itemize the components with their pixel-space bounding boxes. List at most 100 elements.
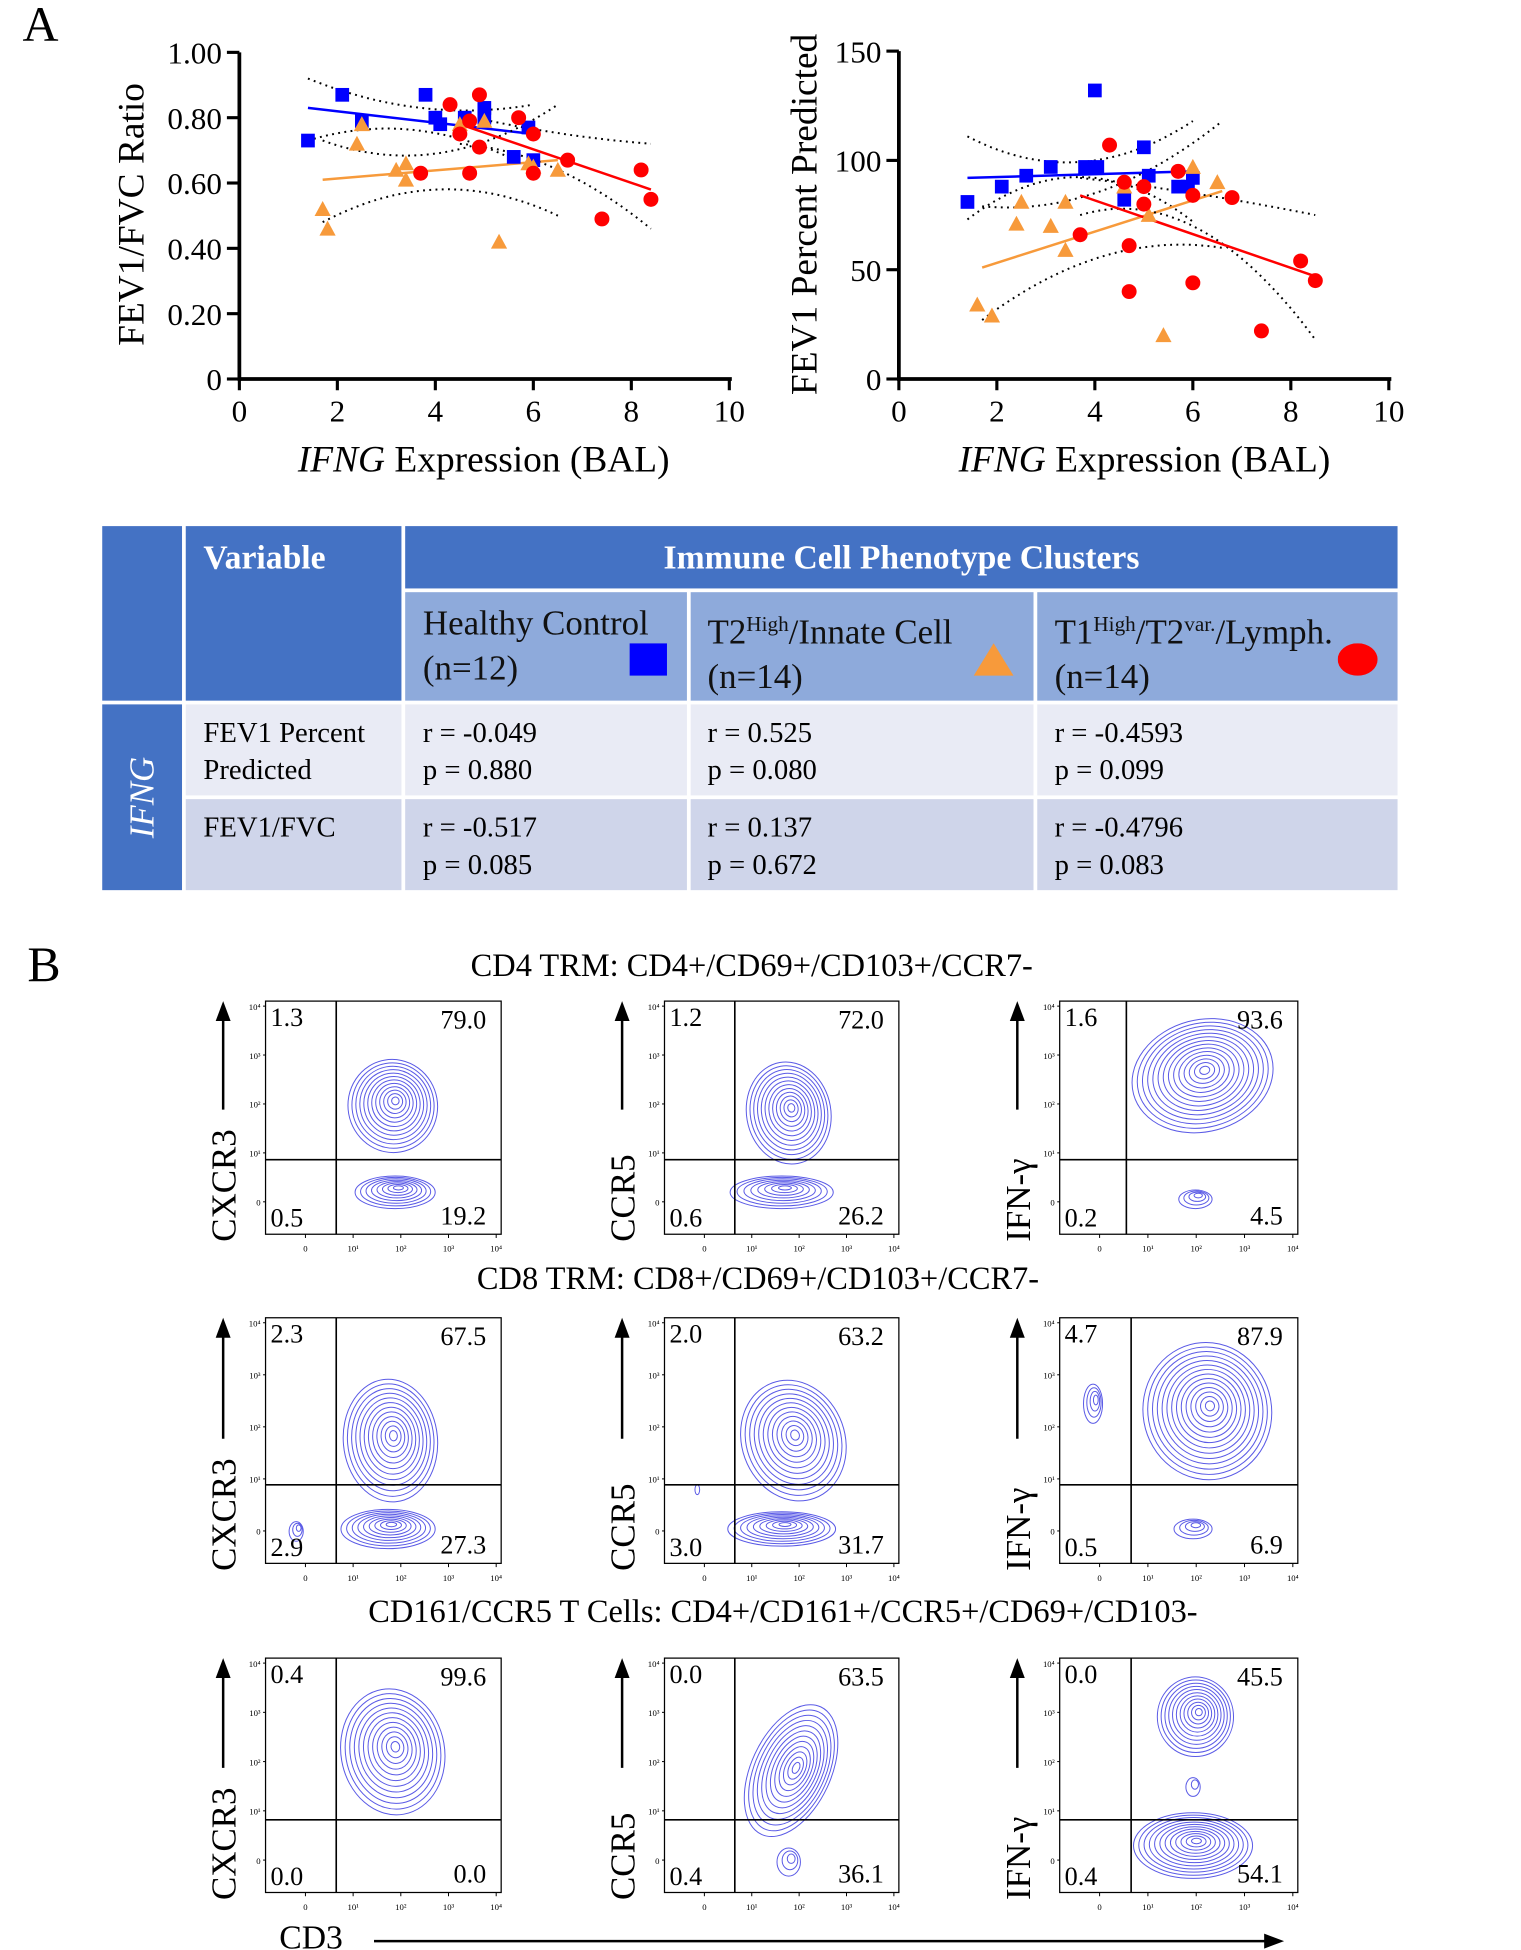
quadrant-ur-percent: 87.9 bbox=[1237, 1322, 1283, 1351]
data-point bbox=[1121, 238, 1137, 254]
cell-population-contour bbox=[1168, 1685, 1225, 1745]
cell-population-contour bbox=[340, 1508, 436, 1550]
cluster-name: T2 bbox=[707, 613, 747, 653]
x-tick-label: 8 bbox=[624, 393, 640, 428]
contour-plot: 2.3 67.5 2.9 27.3 10⁴ 10³ 10² 10¹ 0 0 10¹ 10² 10³ 10⁴… bbox=[205, 1317, 502, 1583]
y-tick-label: 10¹ bbox=[249, 1475, 261, 1485]
data-point bbox=[1185, 275, 1201, 291]
cell-population-contour bbox=[1141, 1025, 1264, 1125]
confidence-band bbox=[966, 120, 1194, 164]
cluster-name-b: /T2 bbox=[1135, 613, 1185, 653]
x-tick-label: 10⁴ bbox=[1287, 1573, 1299, 1583]
y-tick-label: 10² bbox=[1043, 1757, 1055, 1767]
cell-population-contour bbox=[1138, 1814, 1249, 1876]
data-point bbox=[1170, 163, 1186, 179]
data-point bbox=[397, 171, 415, 187]
quadrant-ll-percent: 2.9 bbox=[271, 1533, 304, 1562]
y-tick-label: 10² bbox=[648, 1757, 660, 1767]
x-tick-label: 10¹ bbox=[347, 1902, 359, 1912]
cell-population-contour bbox=[1171, 1368, 1246, 1449]
cell-population-contour bbox=[752, 1714, 832, 1826]
cluster-sup: High bbox=[746, 612, 789, 636]
x-tick-label: 0 bbox=[303, 1573, 308, 1583]
cell-population-contour bbox=[375, 1082, 414, 1123]
cell-population-contour bbox=[357, 1513, 422, 1541]
y-tick-label: 10¹ bbox=[648, 1807, 660, 1817]
plot-frame bbox=[1059, 1000, 1299, 1235]
x-tick-label: 10³ bbox=[443, 1573, 455, 1583]
x-tick-label: 10¹ bbox=[746, 1902, 758, 1912]
cell-population-contour bbox=[1167, 1043, 1240, 1102]
y-tick-label: 10⁴ bbox=[1043, 1659, 1055, 1669]
cell-population-contour bbox=[753, 1069, 826, 1156]
x-tick-label: 0 bbox=[303, 1244, 308, 1254]
y-tick-label: 10² bbox=[1043, 1100, 1055, 1110]
x-tick-label: 10⁴ bbox=[490, 1902, 502, 1912]
cell-population-contour bbox=[1187, 1701, 1210, 1725]
cell-population-contour bbox=[1156, 1355, 1260, 1465]
cell-population-contour bbox=[363, 1515, 417, 1539]
cell-population-contour bbox=[1185, 1382, 1233, 1433]
y-tick-label: 10³ bbox=[1043, 1371, 1055, 1381]
contour-plot: 0.4 99.6 0.0 0.0 10⁴ 10³ 10² 10¹ 0 0 10¹ 10² 10³ 10⁴ C… bbox=[205, 1657, 502, 1912]
data-point bbox=[452, 126, 468, 142]
cell-population-contour bbox=[740, 1513, 825, 1542]
x-tick-label: 0 bbox=[702, 1573, 707, 1583]
y-tick-label: 10³ bbox=[249, 1708, 261, 1718]
cell-population-contour bbox=[387, 1183, 409, 1194]
x-axis-label: IFNG Expression (BAL) bbox=[958, 439, 1331, 480]
x-tick-label: 0 bbox=[702, 1902, 707, 1912]
quadrant-ur-percent: 79.0 bbox=[440, 1006, 486, 1035]
cell-population-contour bbox=[353, 1702, 434, 1799]
cell-population-contour bbox=[775, 1091, 806, 1127]
x-tick-label: 0 bbox=[702, 1244, 707, 1254]
plot-frame bbox=[663, 1657, 900, 1894]
x-tick-label: 10³ bbox=[1239, 1573, 1251, 1583]
y-tick-label: 10² bbox=[249, 1423, 261, 1433]
cell-population-contour bbox=[1195, 1391, 1224, 1422]
cell-population-contour bbox=[1193, 1062, 1216, 1080]
cell-population-contour bbox=[1185, 1777, 1201, 1797]
cell-population-contour bbox=[781, 1850, 799, 1871]
cell-population-contour bbox=[351, 1512, 427, 1544]
data-point bbox=[314, 201, 331, 217]
cell-population-contour bbox=[1156, 1676, 1235, 1758]
quadrant-lr-percent: 26.2 bbox=[838, 1201, 884, 1230]
quadrant-ur-percent: 45.5 bbox=[1237, 1663, 1283, 1692]
quadrant-lr-percent: 36.1 bbox=[838, 1860, 884, 1889]
p-value: p = 0.083 bbox=[1054, 849, 1164, 881]
y-axis-label: FEV1 Percent Predicted bbox=[785, 33, 826, 395]
cell-population-contour bbox=[1175, 1830, 1216, 1854]
y-tick-label: 10⁴ bbox=[648, 1659, 660, 1669]
y-axis-marker-label: CXCR3 bbox=[205, 1129, 244, 1241]
plot-frame bbox=[1059, 1317, 1299, 1564]
cell-population-contour bbox=[1183, 1054, 1225, 1089]
data-point bbox=[1042, 217, 1059, 233]
quadrant-lr-percent: 54.1 bbox=[1237, 1860, 1283, 1889]
quadrant-lr-percent: 0.0 bbox=[453, 1860, 486, 1889]
cell-population-contour bbox=[392, 1185, 404, 1191]
data-point bbox=[1090, 160, 1105, 174]
y-tick-label: 10² bbox=[648, 1423, 660, 1433]
y-tick-label: 0 bbox=[256, 1198, 261, 1208]
cell-population-contour bbox=[1178, 1189, 1213, 1210]
cell-population-contour bbox=[371, 1179, 423, 1202]
cell-population-contour bbox=[360, 1176, 432, 1207]
x-tick-label: 10² bbox=[395, 1902, 407, 1912]
x-tick-label: 10² bbox=[1191, 1244, 1203, 1254]
x-tick-label: 10 bbox=[1373, 393, 1404, 428]
cell-population-contour bbox=[781, 1420, 809, 1452]
y-axis-arrow-icon bbox=[215, 1001, 231, 1022]
cell-population-contour bbox=[769, 1735, 818, 1803]
y-tick-label: 10¹ bbox=[1043, 1475, 1055, 1485]
cell-population-contour bbox=[1190, 1522, 1202, 1529]
confidence-band bbox=[322, 188, 559, 224]
cell-population-contour bbox=[349, 1697, 438, 1804]
cell-population-contour bbox=[761, 1725, 825, 1815]
data-point bbox=[1013, 193, 1030, 209]
variable-header: Variable bbox=[185, 526, 402, 702]
cell-population-contour bbox=[1161, 1359, 1255, 1460]
